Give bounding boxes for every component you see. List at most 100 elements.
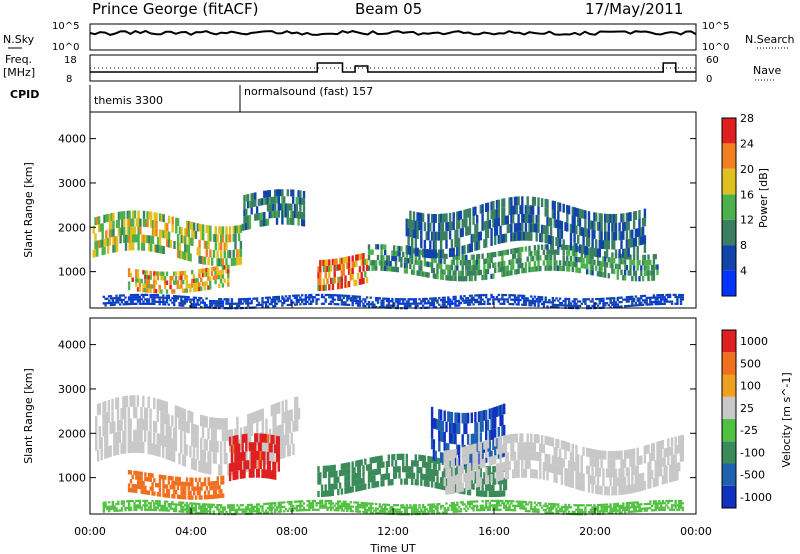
data-cell [203, 286, 206, 291]
data-cell [200, 306, 203, 309]
data-cell [385, 260, 389, 266]
data-cell [459, 510, 463, 513]
data-cell [344, 475, 347, 482]
data-cell [613, 301, 616, 304]
data-cell [132, 210, 135, 219]
data-cell [292, 196, 295, 204]
data-cell [295, 500, 298, 503]
data-cell [347, 503, 351, 506]
data-cell [201, 301, 205, 304]
data-cell [347, 262, 351, 269]
data-cell [495, 200, 499, 209]
data-cell [553, 260, 556, 266]
data-cell [145, 508, 149, 511]
data-cell [593, 458, 596, 468]
data-cell [546, 217, 549, 226]
data-cell [194, 495, 198, 500]
data-cell [632, 457, 636, 467]
data-cell [310, 502, 313, 505]
data-cell [506, 298, 509, 301]
data-cell [274, 403, 277, 415]
data-cell [212, 300, 215, 303]
data-cell [586, 298, 589, 301]
data-cell [189, 298, 192, 301]
data-cell [261, 408, 264, 421]
data-cell [205, 241, 208, 249]
data-cell [494, 406, 497, 418]
data-cell [477, 411, 481, 422]
data-cell [562, 249, 565, 256]
data-cell [654, 298, 657, 301]
data-cell [112, 244, 115, 253]
data-cell [150, 235, 153, 244]
data-cell [553, 464, 556, 474]
data-cell [279, 189, 282, 197]
data-cell [604, 267, 607, 273]
data-cell [250, 200, 253, 208]
data-cell [535, 510, 538, 513]
data-cell [522, 299, 526, 302]
data-cell [436, 299, 439, 302]
data-cell [515, 433, 518, 443]
data-cell [376, 297, 380, 300]
data-cell [423, 297, 427, 300]
data-cell [117, 219, 121, 228]
data-cell [465, 265, 468, 271]
data-cell [517, 252, 520, 259]
data-cell [450, 476, 454, 486]
data-cell [535, 214, 538, 224]
data-cell [375, 481, 378, 488]
data-cell [227, 250, 230, 259]
data-cell [667, 438, 670, 448]
data-cell [393, 304, 396, 307]
data-cell [158, 500, 161, 503]
data-cell [293, 303, 297, 306]
data-cell [454, 475, 457, 485]
data-cell [184, 228, 187, 237]
data-cell [210, 304, 214, 307]
data-cell [481, 500, 484, 503]
data-cell [158, 237, 162, 246]
data-cell [182, 510, 185, 513]
data-cell [495, 226, 499, 236]
data-cell [97, 240, 101, 249]
data-cell [636, 246, 639, 255]
data-cell [647, 275, 650, 282]
data-cell [131, 302, 134, 305]
data-cell [672, 463, 675, 473]
data-cell [595, 485, 598, 494]
data-cell [167, 296, 170, 300]
data-cell [270, 506, 273, 509]
data-cell [485, 220, 488, 230]
data-cell [636, 474, 639, 484]
data-cell [622, 231, 625, 240]
data-cell [403, 508, 407, 511]
data-cell [452, 275, 455, 281]
data-cell [634, 302, 638, 305]
data-cell [468, 275, 472, 282]
data-cell [288, 501, 291, 504]
data-cell [485, 484, 488, 491]
data-cell [457, 211, 461, 220]
data-cell [302, 205, 306, 213]
data-cell [613, 459, 616, 469]
data-cell [263, 212, 266, 220]
data-cell [515, 469, 518, 478]
data-cell [306, 504, 309, 507]
data-cell [398, 510, 401, 513]
data-cell [530, 503, 533, 506]
data-cell [465, 209, 468, 219]
data-cell [535, 223, 538, 233]
data-cell [494, 218, 497, 228]
data-cell [665, 298, 668, 301]
data-cell [427, 299, 430, 303]
data-cell [286, 501, 289, 504]
data-cell [499, 266, 502, 273]
data-cell [501, 298, 504, 301]
data-cell [281, 501, 284, 504]
data-cell [333, 294, 336, 297]
data-cell [223, 508, 226, 511]
data-cell [499, 499, 502, 502]
data-cell [149, 502, 152, 505]
data-cell [567, 205, 571, 215]
